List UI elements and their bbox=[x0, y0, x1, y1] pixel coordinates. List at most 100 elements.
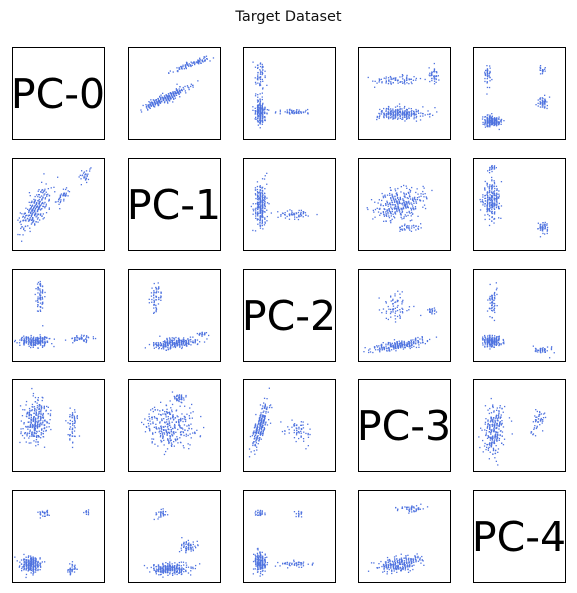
scatter-point bbox=[300, 214, 303, 216]
scatter-point bbox=[174, 92, 177, 94]
scatter-point bbox=[396, 105, 399, 107]
scatter-point bbox=[153, 347, 155, 349]
scatter-point bbox=[257, 432, 260, 434]
scatter-point bbox=[366, 207, 368, 209]
scatter-point bbox=[258, 429, 260, 431]
scatter-point bbox=[153, 291, 155, 294]
scatter-point bbox=[398, 210, 400, 212]
scatter-point bbox=[429, 113, 431, 116]
scatter-point bbox=[411, 344, 413, 346]
scatter-point bbox=[181, 89, 183, 91]
scatter-point bbox=[85, 177, 88, 179]
scatter-point bbox=[387, 108, 389, 110]
scatter-point bbox=[394, 114, 396, 116]
scatter-point bbox=[252, 203, 254, 205]
scatter-point bbox=[405, 185, 407, 187]
panel-frame bbox=[128, 269, 221, 362]
scatter-point bbox=[537, 349, 539, 351]
scatter-point bbox=[48, 338, 50, 340]
scatter-point bbox=[432, 114, 434, 116]
scatter-point bbox=[486, 310, 489, 312]
scatter-point bbox=[192, 432, 194, 434]
scatter-point bbox=[415, 111, 417, 113]
scatter-point bbox=[384, 196, 387, 198]
scatter-point bbox=[154, 431, 157, 434]
scatter-point bbox=[175, 440, 177, 442]
scatter-point bbox=[187, 443, 189, 445]
scatter-point bbox=[200, 415, 202, 418]
scatter-point bbox=[39, 289, 41, 291]
scatter-point bbox=[155, 102, 157, 105]
scatter-point bbox=[167, 99, 170, 101]
scatter-point bbox=[374, 347, 376, 349]
scatter-point bbox=[268, 419, 270, 421]
scatter-point bbox=[397, 206, 399, 208]
scatter-point bbox=[257, 223, 259, 225]
scatter-point bbox=[408, 117, 410, 119]
panel-0-2 bbox=[243, 47, 336, 140]
scatter-point bbox=[263, 119, 266, 121]
scatter-point bbox=[541, 102, 544, 104]
scatter-point bbox=[264, 106, 266, 108]
scatter-point bbox=[175, 336, 177, 339]
scatter-point bbox=[175, 409, 178, 411]
scatter-point bbox=[383, 114, 385, 116]
scatter-point bbox=[544, 228, 546, 230]
scatter-point bbox=[170, 439, 172, 442]
scatter-point bbox=[158, 99, 160, 102]
scatter-point bbox=[181, 67, 183, 70]
scatter-point bbox=[152, 421, 154, 423]
scatter-point bbox=[264, 218, 266, 220]
scatter-point bbox=[38, 202, 40, 204]
scatter-point bbox=[182, 431, 185, 434]
scatter-point bbox=[387, 213, 389, 215]
scatter-point bbox=[502, 338, 504, 341]
scatter-point bbox=[488, 205, 491, 207]
scatter-point bbox=[427, 110, 429, 112]
scatter-point bbox=[496, 120, 498, 123]
scatter-point bbox=[199, 436, 201, 438]
scatter-point bbox=[388, 308, 390, 310]
scatter-point bbox=[491, 216, 493, 218]
scatter-point bbox=[36, 435, 38, 437]
scatter-point bbox=[383, 115, 385, 117]
scatter-point bbox=[390, 215, 392, 217]
scatter-point bbox=[25, 207, 27, 209]
scatter-point bbox=[39, 291, 42, 293]
scatter-point bbox=[408, 203, 411, 205]
scatter-point bbox=[396, 306, 398, 308]
scatter-point bbox=[159, 433, 161, 435]
scatter-point bbox=[405, 215, 407, 217]
scatter-point bbox=[491, 179, 493, 181]
scatter-point bbox=[194, 339, 196, 342]
scatter-point bbox=[169, 348, 171, 350]
scatter-point bbox=[167, 439, 169, 441]
scatter-point bbox=[408, 117, 410, 120]
scatter-point bbox=[85, 178, 87, 181]
scatter-point bbox=[491, 166, 493, 168]
scatter-point bbox=[392, 213, 394, 215]
scatter-point bbox=[407, 206, 409, 208]
scatter-point bbox=[29, 429, 31, 431]
scatter-point bbox=[392, 204, 394, 206]
scatter-point bbox=[149, 428, 151, 430]
scatter-point bbox=[398, 200, 400, 202]
scatter-point bbox=[259, 105, 261, 107]
scatter-point bbox=[180, 420, 182, 422]
scatter-point bbox=[255, 207, 257, 209]
scatter-point bbox=[159, 101, 161, 103]
scatter-point bbox=[39, 298, 42, 301]
scatter-point bbox=[401, 225, 403, 227]
scatter-point bbox=[58, 203, 60, 205]
scatter-point bbox=[386, 209, 388, 211]
scatter-point bbox=[59, 196, 62, 198]
scatter-point bbox=[178, 343, 180, 345]
scatter-point bbox=[422, 341, 424, 344]
scatter-point bbox=[25, 441, 27, 443]
scatter-point bbox=[498, 121, 500, 123]
scatter-point bbox=[254, 424, 256, 426]
scatter-point bbox=[23, 340, 25, 342]
scatter-point bbox=[14, 340, 16, 343]
scatter-point bbox=[38, 406, 40, 408]
scatter-point bbox=[367, 76, 369, 79]
